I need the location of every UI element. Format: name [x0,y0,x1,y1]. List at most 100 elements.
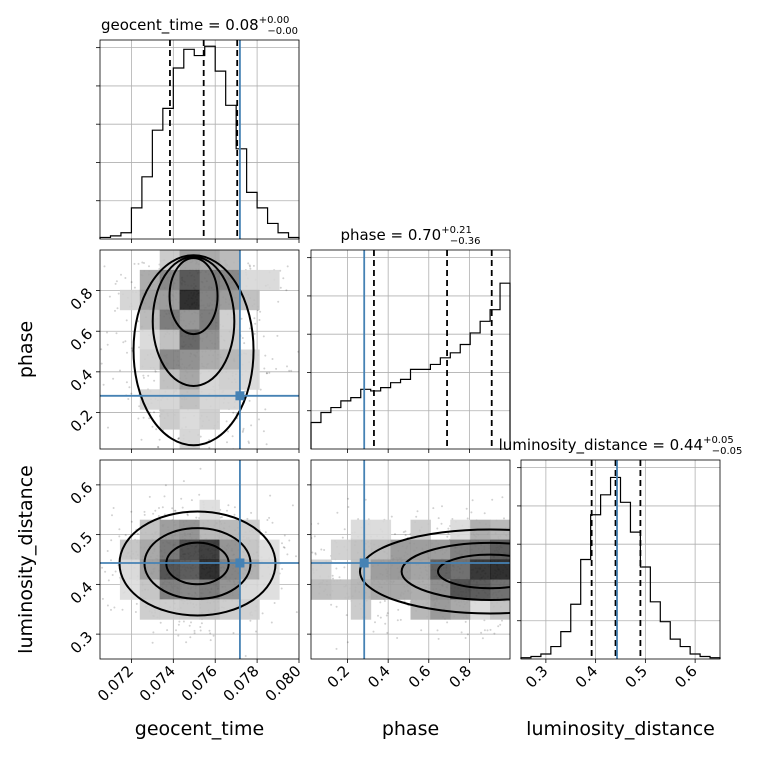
sample-point [119,369,121,372]
sample-point [134,489,136,491]
sample-point [299,682,301,684]
sample-point [177,486,179,488]
x-tick-label: 0.072 [94,662,137,705]
density-cell [390,539,411,560]
sample-point [269,494,272,497]
sample-point [390,515,393,518]
sample-point [136,532,139,535]
sample-point [385,614,388,617]
sample-point [152,631,155,634]
sample-point [270,621,273,624]
sample-point [171,507,174,510]
sample-point [271,521,274,524]
sample-point [227,430,229,433]
truth-marker [235,391,245,401]
panel-body [290,460,510,684]
sample-point [208,446,211,449]
density-cell [410,599,431,620]
density-cell [330,579,352,600]
x-tick-label: 0.4 [364,662,394,692]
x-tick-label: 0.8 [445,662,475,692]
sample-point [290,551,292,553]
sample-point [199,626,202,628]
axes-frame [520,459,721,660]
sample-point [177,623,180,626]
x-axis-label-phase: phase [382,718,439,740]
sample-point [120,273,122,276]
sample-point [151,641,154,644]
sample-point [226,441,228,444]
sample-point [153,411,155,414]
contour-line [437,553,510,590]
sample-point [227,504,230,507]
sample-point [271,358,274,360]
sample-point [125,319,128,322]
sample-point [157,501,159,503]
density-cell [450,559,471,580]
sample-point [124,340,127,343]
y-tick-label: 0.4 [67,365,97,395]
sample-point [243,342,246,345]
sample-point [148,265,150,268]
density-cell [219,389,240,410]
sample-point [95,415,97,417]
sample-point [101,566,104,569]
sample-point [226,509,228,512]
density-cell [350,579,372,600]
sample-point [331,574,334,577]
sample-point [209,639,212,642]
sample-point [188,492,190,494]
sample-point [159,621,162,624]
sample-point [164,484,167,487]
sample-point [295,611,298,614]
sample-point [190,499,193,502]
sample-point [157,515,160,517]
sample-point [111,574,114,576]
sample-point [182,480,185,483]
sample-point [264,531,267,534]
x-tick-label: 0.074 [136,662,179,705]
density-cell [450,599,471,620]
sample-point [447,527,450,530]
density-cell [199,599,220,620]
sample-point [343,566,346,569]
sample-point [193,629,196,632]
sample-point [137,320,140,323]
sample-point [330,603,333,606]
sample-point [133,286,136,289]
sample-point [157,446,160,449]
density-cell [330,539,352,560]
sample-point [446,621,449,624]
density-cell [490,559,510,580]
density-cell [239,369,260,390]
sample-point [292,569,294,571]
sample-point [416,510,419,513]
sample-point [113,606,116,609]
sample-point [491,498,494,501]
sample-point [499,623,502,626]
density-cell [179,409,200,430]
y-tick-label: 0.3 [67,628,97,658]
sample-point [117,463,119,465]
sample-point [248,399,251,402]
sample-point [432,507,435,510]
density-cell [199,369,220,390]
sample-point [110,539,113,542]
density-cell [470,599,491,620]
sample-point [74,570,76,572]
sample-point [258,418,260,421]
sample-point [292,575,294,577]
sample-point [242,453,244,455]
sample-point [243,450,245,452]
density-cell [179,349,200,370]
sample-point [220,516,223,519]
sample-point [465,507,468,510]
sample-point [177,437,180,440]
density-cell [239,289,260,311]
contour-line [151,255,236,387]
density-cell [219,329,240,350]
sample-point [151,425,154,428]
sample-point [244,390,247,393]
sample-point [451,518,454,520]
sample-point [208,629,211,632]
